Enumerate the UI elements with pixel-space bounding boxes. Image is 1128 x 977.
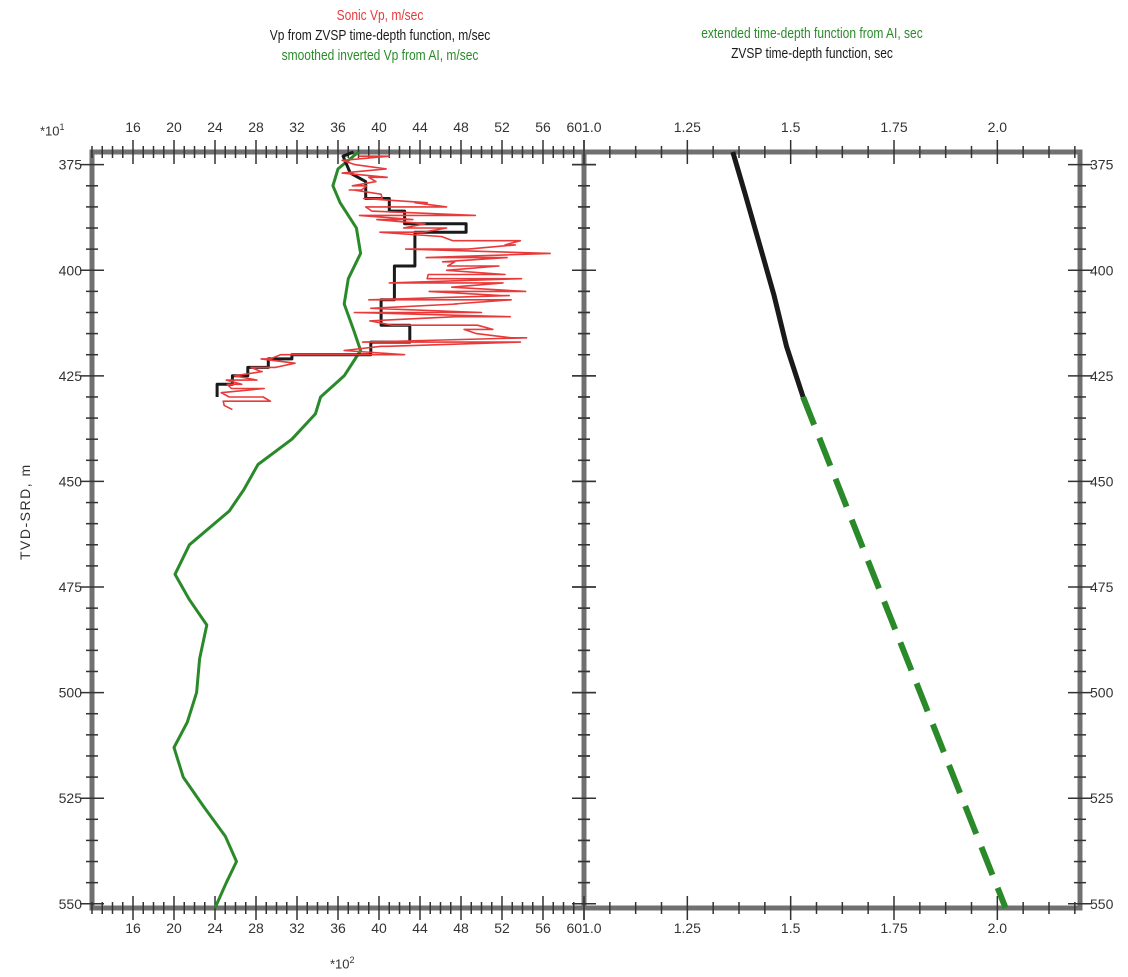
y-tick-label-left: 425 — [59, 368, 83, 384]
legend-smoothed-vp: smoothed inverted Vp from AI, m/sec — [281, 47, 479, 64]
x-tick-label-bottom: 32 — [289, 920, 305, 936]
y-multiplier-exp: 1 — [59, 122, 65, 132]
x-tick-label-top: 601.0 — [566, 119, 601, 135]
y-tick-label-left: 400 — [59, 262, 83, 278]
panel-left-frame — [89, 149, 587, 911]
y-tick-label-left: 375 — [59, 157, 83, 173]
x-tick-label-top: 20 — [166, 119, 182, 135]
legend-right: extended time-depth function from AI, se… — [612, 24, 1012, 64]
x-multiplier-exp: 2 — [349, 955, 355, 965]
x-tick-label-top: 52 — [494, 119, 510, 135]
x-tick-label-bottom: 2.0 — [988, 920, 1008, 936]
y-axis-label: TVD-SRD, m — [17, 463, 33, 560]
x-tick-label-bottom: 40 — [371, 920, 387, 936]
x-tick-label-bottom: 28 — [248, 920, 264, 936]
y-tick-label-left: 475 — [59, 579, 83, 595]
x-tick-label-bottom: 16 — [125, 920, 141, 936]
y-tick-label-right: 400 — [1090, 262, 1114, 278]
x-tick-label-bottom: 20 — [166, 920, 182, 936]
panel-right: 601.0 601.0 1.25 1.25 1.5 1.5 1.75 1.75 2.0 2.0 37… — [566, 119, 1113, 936]
x-tick-label-bottom: 1.75 — [880, 920, 907, 936]
legend-extended-td: extended time-depth function from AI, se… — [701, 25, 923, 42]
x-tick-label-bottom: 601.0 — [566, 920, 601, 936]
x-tick-label-top: 36 — [330, 119, 346, 135]
y-tick-label-left: 500 — [59, 685, 83, 701]
x-tick-label-top: 28 — [248, 119, 264, 135]
x-tick-label-top: 1.25 — [674, 119, 701, 135]
x-tick-label-top: 24 — [207, 119, 223, 135]
x-tick-label-bottom: 48 — [453, 920, 469, 936]
panel-left: 16 16 20 20 24 24 28 28 32 32 36 36 40 40 44 44 48 48 52 52… — [59, 119, 596, 936]
x-tick-label-top: 1.5 — [781, 119, 801, 135]
legend-left: Sonic Vp, m/sec Vp from ZVSP time-depth … — [180, 6, 580, 66]
y-tick-label-right: 425 — [1090, 368, 1114, 384]
legend-sonic-vp: Sonic Vp, m/sec — [336, 7, 424, 24]
x-tick-label-top: 2.0 — [988, 119, 1008, 135]
series-line-left-0 — [172, 150, 363, 909]
panel-right-frame — [581, 149, 1083, 911]
x-tick-label-bottom: 44 — [412, 920, 428, 936]
y-tick-label-right: 500 — [1090, 685, 1114, 701]
x-tick-label-bottom: 56 — [535, 920, 551, 936]
x-tick-label-bottom: 1.5 — [781, 920, 801, 936]
y-multiplier: *101 — [40, 122, 65, 138]
y-multiplier-base: *10 — [40, 123, 60, 139]
legend-zvsp-td: ZVSP time-depth function, sec — [731, 45, 893, 62]
x-multiplier-base: *10 — [330, 956, 350, 972]
x-tick-label-top: 56 — [535, 119, 551, 135]
x-tick-label-bottom: 24 — [207, 920, 223, 936]
series-line-right-1 — [800, 395, 1009, 910]
series-line-left-2 — [220, 155, 551, 411]
y-tick-label-right: 450 — [1090, 473, 1114, 489]
panels: 1616202024242828323236364040444448485252… — [59, 119, 1114, 936]
y-tick-label-left: 450 — [59, 473, 83, 489]
x-tick-label-bottom: 36 — [330, 920, 346, 936]
y-tick-label-right: 550 — [1090, 896, 1114, 912]
y-tick-label-right: 525 — [1090, 790, 1114, 806]
y-tick-label-right: 375 — [1090, 157, 1114, 173]
x-tick-label-top: 16 — [125, 119, 141, 135]
x-tick-label-top: 40 — [371, 119, 387, 135]
y-tick-label-left: 525 — [59, 790, 83, 806]
series-line-right-0 — [730, 151, 806, 398]
y-tick-label-right: 475 — [1090, 579, 1114, 595]
legend-zvsp-vp: Vp from ZVSP time-depth function, m/sec — [269, 27, 491, 44]
x-tick-label-bottom: 52 — [494, 920, 510, 936]
x-tick-label-top: 48 — [453, 119, 469, 135]
y-tick-label-left: 550 — [59, 896, 83, 912]
x-tick-label-top: 1.75 — [880, 119, 907, 135]
x-tick-label-bottom: 1.25 — [674, 920, 701, 936]
x-tick-label-top: 32 — [289, 119, 305, 135]
x-multiplier: *102 — [330, 955, 355, 971]
x-tick-label-top: 44 — [412, 119, 428, 135]
